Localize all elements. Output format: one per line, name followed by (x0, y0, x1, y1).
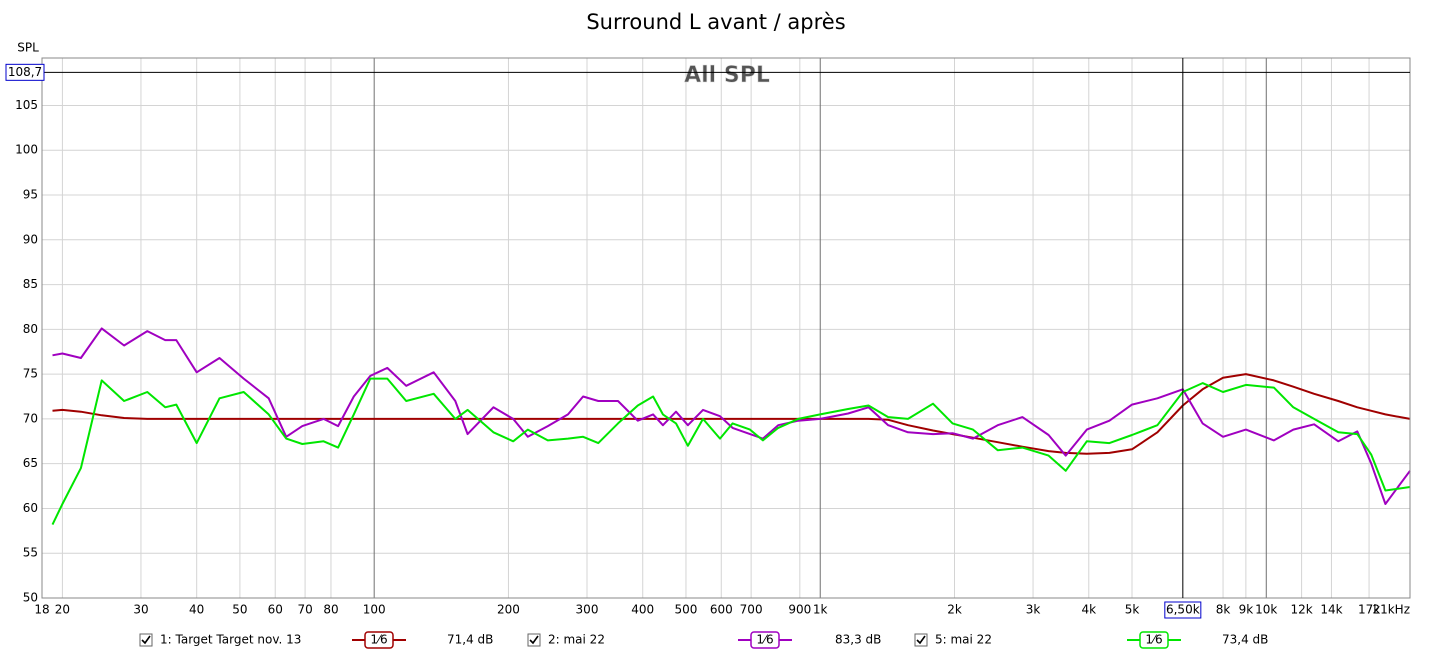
x-tick-label: 30 (133, 603, 148, 617)
legend-checkmark (141, 635, 151, 645)
y-tick-label: 55 (23, 546, 38, 560)
cursor-x-label: 6,50k (1166, 603, 1200, 617)
x-tick-label: 12k (1290, 603, 1312, 617)
x-tick-label: 1k (813, 603, 828, 617)
x-tick-label: 50 (232, 603, 247, 617)
x-tick-label: 200 (497, 603, 520, 617)
x-tick-label: 21kHz (1372, 603, 1410, 617)
legend-level: 71,4 dB (447, 633, 493, 647)
legend-smoothing-box (1139, 631, 1169, 649)
legend: 1: Target Target nov. 13 1⁄6 71,4 dB 2: mai… (139, 631, 1268, 649)
legend-label: 2: mai 22 (548, 633, 605, 647)
y-tick-label: 70 (23, 411, 38, 425)
legend-checkmark (916, 635, 926, 645)
legend-checkbox (139, 633, 153, 647)
x-tick-label: 100 (363, 603, 386, 617)
y-tick-label: 90 (23, 232, 38, 246)
legend-smoothing: 1⁄6 (756, 633, 773, 647)
x-tick-label: 10k (1255, 603, 1277, 617)
y-tick-label: 65 (23, 456, 38, 470)
legend-smoothing: 1⁄6 (370, 633, 387, 647)
x-tick-label: 4k (1081, 603, 1096, 617)
series-line (51, 377, 1411, 526)
x-tick-label: 60 (268, 603, 283, 617)
y-tick-label: 105 (15, 98, 38, 112)
plot-frame (41, 57, 1411, 599)
y-axis-label: SPL (17, 41, 39, 55)
x-tick-label: 3k (1026, 603, 1041, 617)
y-tick-label: 80 (23, 322, 38, 336)
x-tick-label: 80 (323, 603, 338, 617)
x-tick-label: 400 (631, 603, 654, 617)
x-tick-label: 17k (1358, 603, 1380, 617)
legend-smoothing: 1⁄6 (1145, 633, 1162, 647)
x-tick-label: 40 (189, 603, 204, 617)
legend-label: 1: Target Target nov. 13 (160, 633, 301, 647)
legend-smoothing-box (364, 631, 394, 649)
grid (41, 58, 1411, 599)
legend-checkmark (529, 635, 539, 645)
x-tick-label: 8k (1216, 603, 1231, 617)
x-tick-label: 600 (710, 603, 733, 617)
x-tick-label: 70 (297, 603, 312, 617)
plot (51, 327, 1411, 526)
x-tick-label: 2k (947, 603, 962, 617)
y-tick-label: 60 (23, 501, 38, 515)
cursor-y-label: 108,7 (8, 65, 42, 79)
x-tick-label: 700 (740, 603, 763, 617)
legend-checkbox (527, 633, 541, 647)
x-tick-label: 500 (675, 603, 698, 617)
legend-label: 5: mai 22 (935, 633, 992, 647)
legend-level: 83,3 dB (835, 633, 881, 647)
series-line (52, 373, 1411, 455)
x-tick-label: 20 (55, 603, 70, 617)
legend-smoothing-box (750, 631, 780, 649)
series-line (52, 327, 1411, 505)
cursor-x-box (1164, 601, 1202, 619)
x-tick-label: 9k (1239, 603, 1254, 617)
y-tick-label: 85 (23, 277, 38, 291)
legend-level: 73,4 dB (1222, 633, 1268, 647)
x-tick-label: 300 (576, 603, 599, 617)
y-tick-label: 95 (23, 188, 38, 202)
legend-checkbox (914, 633, 928, 647)
overlay-label: All SPL (684, 63, 770, 88)
y-tick-label: 50 (23, 591, 38, 605)
y-tick-label: 75 (23, 367, 38, 381)
x-tick-label: 18 (34, 603, 49, 617)
y-tick-label: 100 (15, 143, 38, 157)
x-tick-label: 5k (1125, 603, 1140, 617)
cursor-y-box (5, 63, 45, 81)
chart-title: Surround L avant / après (586, 10, 845, 34)
x-tick-label: 14k (1320, 603, 1342, 617)
x-tick-label: 900 (788, 603, 811, 617)
